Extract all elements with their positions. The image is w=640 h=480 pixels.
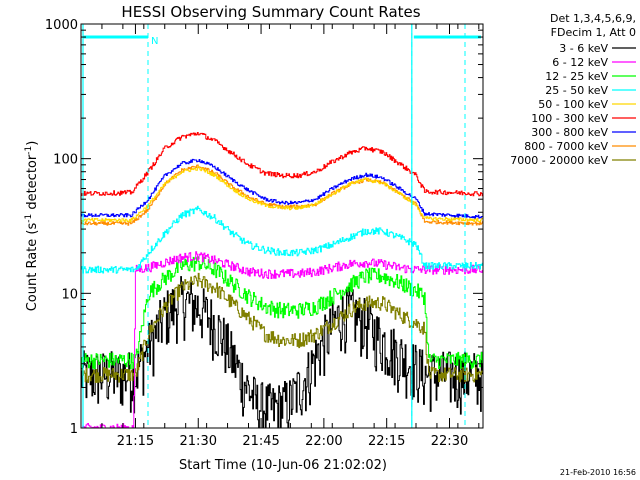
x-tick-label: 22:30 bbox=[431, 434, 468, 449]
legend-entry-label: 25 - 50 keV bbox=[545, 84, 608, 97]
series-line bbox=[81, 251, 483, 429]
plot-frame bbox=[80, 23, 484, 429]
legend-entry-label: 50 - 100 keV bbox=[538, 98, 608, 111]
legend-entry-label: 6 - 12 keV bbox=[552, 56, 608, 69]
legend-entry-label: 7000 - 20000 keV bbox=[510, 154, 608, 167]
legend-entry-label: 300 - 800 keV bbox=[531, 126, 608, 139]
x-tick-label: 21:15 bbox=[117, 434, 154, 449]
y-label-main: Count Rate (s bbox=[25, 223, 40, 312]
series-line bbox=[81, 276, 483, 429]
y-tick-label: 100 bbox=[53, 153, 78, 168]
y-label-sup1: -1 bbox=[24, 214, 34, 223]
footer-date: 21-Feb-2010 16:56 bbox=[560, 468, 636, 477]
chart-title: HESSI Observing Summary Count Rates bbox=[121, 3, 420, 21]
y-tick-label: 10 bbox=[61, 287, 78, 302]
x-tick-label: 22:00 bbox=[305, 434, 342, 449]
y-axis-label: Count Rate (s-1 detector-1) bbox=[24, 141, 40, 312]
series-line bbox=[81, 158, 483, 219]
x-axis: 21:15 21:30 21:45 22:00 22:15 22:30 bbox=[80, 24, 480, 449]
legend: Det 1,3,4,5,6,9, FDecim 1, Att 0 3 - 6 k… bbox=[510, 12, 636, 167]
y-axis: 1 10 100 1000 bbox=[45, 18, 483, 437]
x-tick-label: 21:45 bbox=[242, 434, 279, 449]
series-line bbox=[81, 256, 483, 370]
y-label-sup2: -1 bbox=[24, 146, 34, 155]
legend-entry-label: 3 - 6 keV bbox=[559, 42, 608, 55]
y-tick-label: 1 bbox=[70, 422, 78, 437]
legend-header-line-1: Det 1,3,4,5,6,9, bbox=[550, 12, 636, 25]
legend-entry-label: 12 - 25 keV bbox=[545, 70, 608, 83]
night-flag-label: N bbox=[151, 36, 158, 47]
x-axis-label: Start Time (10-Jun-06 21:02:02) bbox=[179, 458, 387, 473]
legend-entry-label: 800 - 7000 keV bbox=[524, 140, 608, 153]
y-tick-label: 1000 bbox=[45, 18, 78, 33]
legend-entry-label: 100 - 300 keV bbox=[531, 112, 608, 125]
x-tick-label: 21:30 bbox=[180, 434, 217, 449]
marker-layer bbox=[82, 24, 481, 428]
series-line bbox=[81, 164, 483, 226]
x-tick-label: 22:15 bbox=[368, 434, 405, 449]
legend-header-line-2: FDecim 1, Att 0 bbox=[551, 26, 636, 39]
y-label-mid: detector bbox=[25, 154, 40, 214]
y-label-end: ) bbox=[25, 141, 40, 146]
